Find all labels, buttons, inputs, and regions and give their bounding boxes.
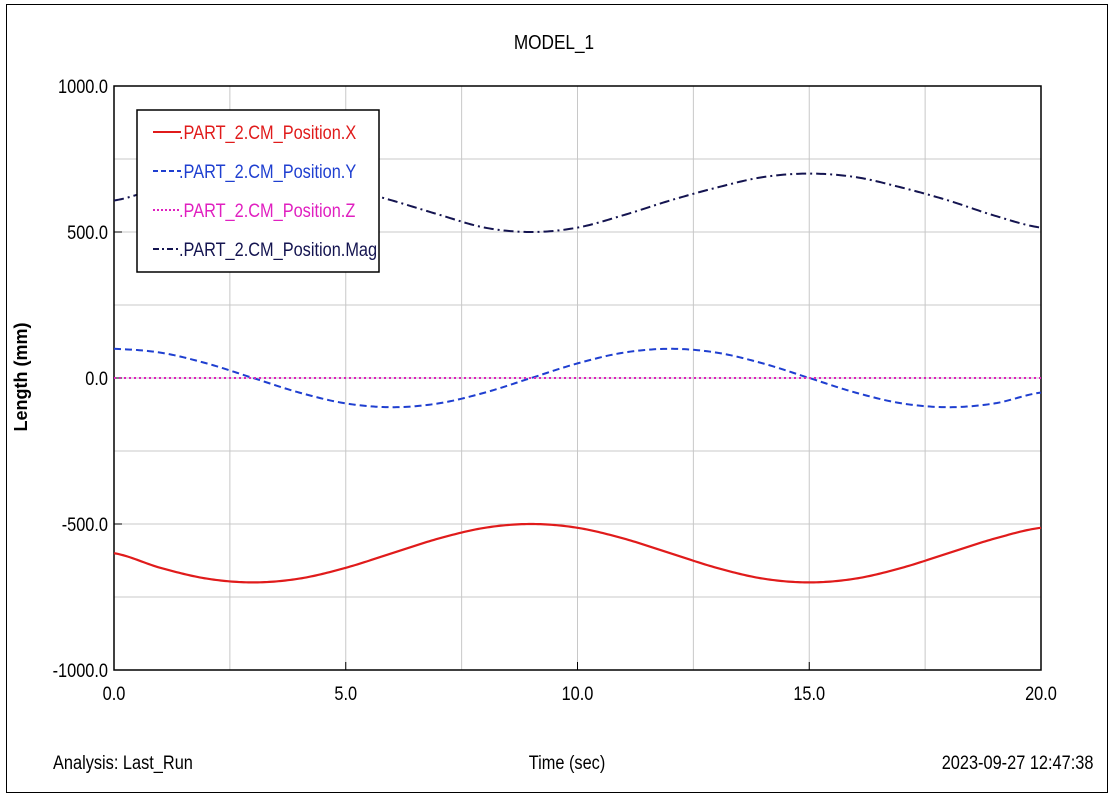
legend-entry: .PART_2.CM_Position.Y [179,161,356,184]
y-tick-label: -500.0 [62,514,108,535]
x-tick-label: 20.0 [1025,683,1057,704]
legend-entry: .PART_2.CM_Position.Mag [179,239,377,262]
analysis-label: Analysis: Last_Run [53,753,193,774]
legend-entry: .PART_2.CM_Position.X [179,122,356,145]
series-line-2 [113,347,1042,409]
x-tick-label: 0.0 [103,683,126,704]
chart-title: MODEL_1 [514,31,594,55]
timestamp: 2023-09-27 12:47:38 [941,753,1093,774]
legend: .PART_2.CM_Position.X .PART_2.CM_Position… [136,109,380,273]
x-tick-label: 10.0 [562,683,594,704]
y-tick-label: 500.0 [67,222,108,243]
series-line-4 [113,172,1042,234]
y-tick-label: 0.0 [85,368,108,389]
x-tick-label: 15.0 [793,683,825,704]
series-layer [113,172,1042,584]
x-tick-label: 5.0 [334,683,357,704]
y-axis-label: Length (mm) [11,323,31,432]
legend-box [136,109,380,273]
series-line-1 [113,522,1042,584]
legend-entry: .PART_2.CM_Position.Z [179,200,355,223]
y-tick-label: -1000.0 [53,660,109,681]
chart: MODEL_1 Length (mm) 0.0 5.0 10.0 15.0 20.0 1… [11,31,1057,705]
y-axis-ticks: 1000.0 500.0 0.0 -500.0 -1000.0 [53,76,122,681]
x-axis-label: Time (sec) [528,753,606,774]
x-axis-ticks: 0.0 5.0 10.0 15.0 20.0 [103,662,1057,704]
y-tick-label: 1000.0 [58,76,108,97]
plot-window: MODEL_1 Length (mm) 0.0 5.0 10.0 15.0 20.0 1… [6,4,1108,793]
